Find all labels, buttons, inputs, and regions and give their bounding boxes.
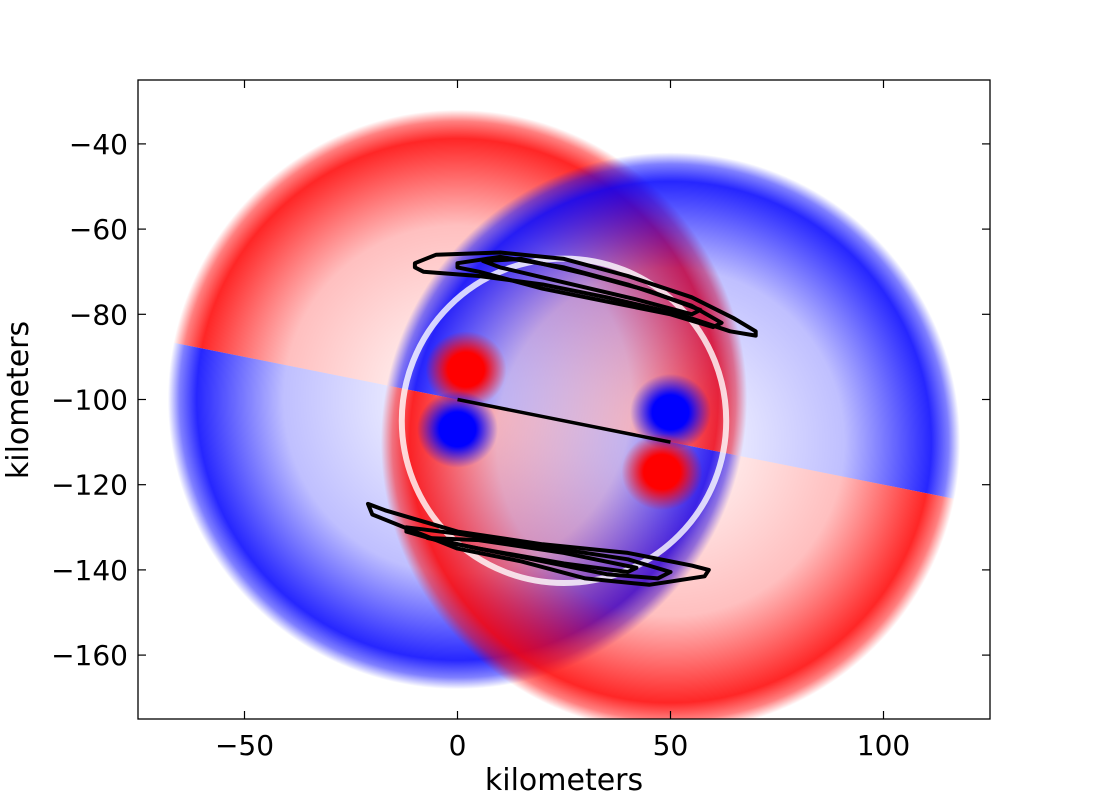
y-tick-label: −120 xyxy=(51,469,128,502)
y-axis-title: kilometers xyxy=(1,321,36,479)
x-axis-title: kilometers xyxy=(485,763,643,798)
y-tick-label: −80 xyxy=(69,298,128,331)
contour-layer xyxy=(366,250,758,587)
lobe-3 xyxy=(630,373,711,451)
x-tick-label: 100 xyxy=(857,729,910,762)
contour-lower-inner-2 xyxy=(425,536,639,574)
y-tick-label: −160 xyxy=(51,639,128,672)
x-axis: −50 0 50 100 xyxy=(215,80,910,762)
y-tick-label: −100 xyxy=(51,384,128,417)
contour-upper-inner-2 xyxy=(481,256,703,317)
lobe-1 xyxy=(425,331,507,409)
y-axis: −40 −60 −80 −100 −120 −140 −160 xyxy=(51,128,990,672)
x-tick-label: −50 xyxy=(215,729,274,762)
y-tick-label: −40 xyxy=(69,128,128,161)
contour-upper-outer xyxy=(412,250,758,338)
x-tick-label: 0 xyxy=(449,729,467,762)
fault-layer xyxy=(457,397,671,444)
fault-line xyxy=(457,397,671,444)
y-tick-label: −60 xyxy=(69,213,128,246)
lobe-2 xyxy=(417,390,498,468)
x-tick-label: 50 xyxy=(653,729,689,762)
lobe-4 xyxy=(621,433,703,511)
y-tick-label: −140 xyxy=(51,554,128,587)
